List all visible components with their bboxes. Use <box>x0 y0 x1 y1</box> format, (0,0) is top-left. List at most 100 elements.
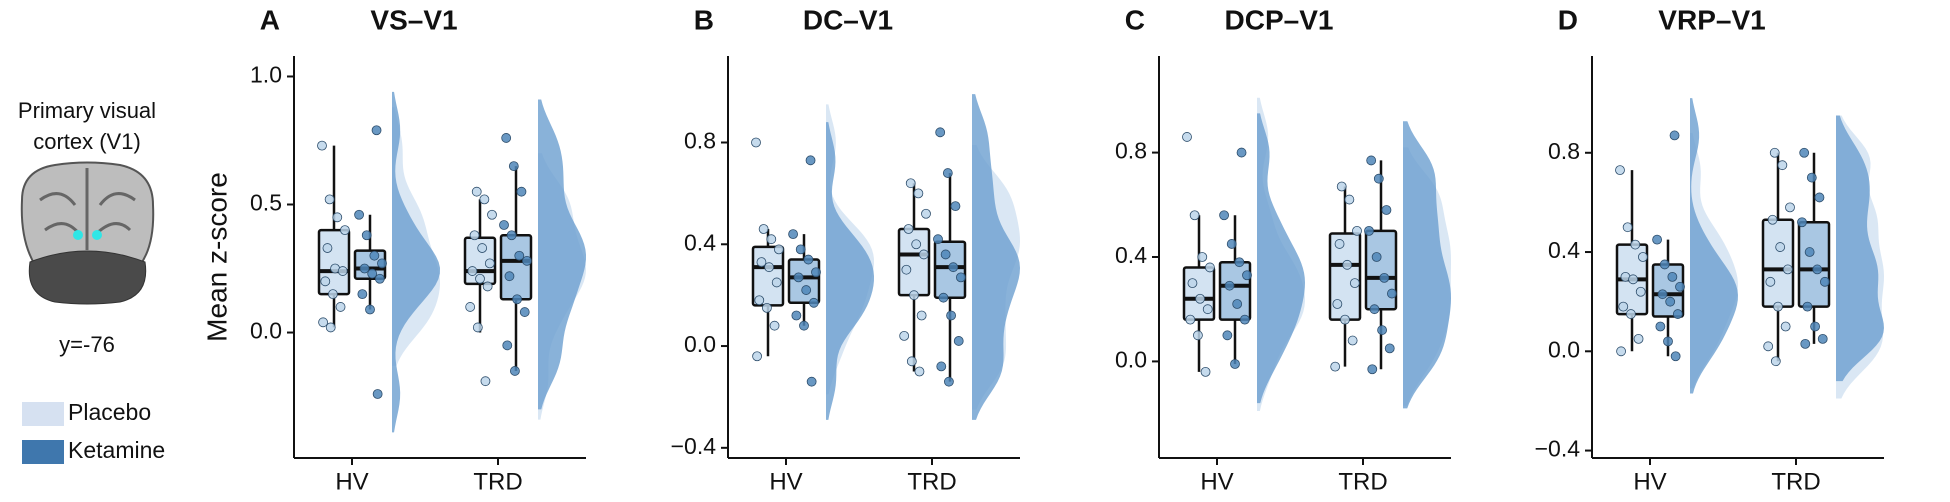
point <box>1344 194 1355 205</box>
point <box>1655 321 1666 332</box>
y-tick-label: 0.0 <box>1115 346 1147 372</box>
point <box>769 320 780 331</box>
point <box>1197 252 1208 262</box>
roi <box>92 230 102 240</box>
violin <box>538 99 586 410</box>
point <box>324 194 335 205</box>
point <box>469 230 480 241</box>
point <box>1336 181 1347 192</box>
point <box>1340 314 1350 325</box>
point <box>899 330 910 341</box>
point <box>916 310 927 321</box>
point <box>918 249 929 260</box>
point <box>1628 274 1638 285</box>
box <box>1797 221 1831 308</box>
y-tick-label: 0.8 <box>684 128 716 154</box>
point <box>467 266 478 276</box>
point <box>320 276 331 287</box>
point <box>1367 364 1378 375</box>
point <box>909 290 919 301</box>
point <box>1665 296 1676 307</box>
point <box>1675 281 1685 292</box>
point <box>322 243 333 253</box>
y-tick-label: 0.8 <box>1115 138 1147 164</box>
point <box>340 225 350 236</box>
box <box>787 258 821 305</box>
point <box>801 285 812 295</box>
x-tick-label: HV <box>1200 468 1233 495</box>
legend-label: Placebo <box>68 399 151 425</box>
point <box>359 263 370 274</box>
point <box>1767 214 1778 225</box>
point <box>1820 276 1830 287</box>
point <box>465 302 476 312</box>
x-tick-label: TRD <box>1338 468 1387 495</box>
point <box>1366 155 1377 166</box>
violin <box>1690 98 1738 394</box>
point <box>1352 225 1362 236</box>
point <box>950 201 961 212</box>
point <box>764 262 774 273</box>
y-tick-label: 0.0 <box>250 318 282 344</box>
point <box>901 264 912 275</box>
point <box>471 186 482 197</box>
point <box>510 366 520 376</box>
point <box>1659 259 1670 270</box>
point <box>1635 286 1646 297</box>
point <box>1777 160 1788 171</box>
legend-swatch <box>22 402 64 426</box>
y-tick-label: −0.4 <box>1535 436 1581 462</box>
point <box>1369 304 1380 315</box>
point <box>940 249 951 260</box>
point <box>1347 335 1358 346</box>
point <box>1334 239 1345 249</box>
point <box>1799 147 1810 158</box>
point <box>487 209 497 220</box>
point <box>1785 202 1795 213</box>
point <box>1219 210 1229 221</box>
x-tick-label: TRD <box>473 468 522 495</box>
point <box>1765 276 1776 287</box>
point <box>1669 130 1680 141</box>
point <box>1349 278 1360 289</box>
point <box>1384 343 1395 354</box>
point <box>946 310 956 321</box>
point <box>1377 325 1387 335</box>
x-tick-label: HV <box>1633 468 1666 495</box>
point <box>1615 165 1625 176</box>
point <box>905 178 916 189</box>
point <box>328 289 338 300</box>
y-tick-label: 0.4 <box>1548 237 1580 263</box>
point <box>1200 366 1211 377</box>
point <box>369 250 380 261</box>
point <box>1202 304 1213 315</box>
point <box>1239 314 1250 325</box>
point <box>367 268 378 279</box>
y-tick-label: 0.0 <box>684 331 716 357</box>
point <box>1187 278 1198 289</box>
point <box>751 137 761 148</box>
point <box>806 376 817 387</box>
point <box>506 230 517 241</box>
point <box>795 244 806 255</box>
point <box>1224 280 1235 291</box>
point <box>1780 321 1791 332</box>
point <box>811 267 821 278</box>
x-tick-label: TRD <box>907 468 956 495</box>
point <box>938 292 949 303</box>
point <box>522 255 532 266</box>
point <box>1185 314 1196 325</box>
point <box>1195 293 1205 304</box>
point <box>512 294 522 305</box>
point <box>1232 299 1243 309</box>
point <box>480 376 491 387</box>
point <box>914 366 925 377</box>
point <box>318 317 328 328</box>
point <box>933 234 943 245</box>
point <box>377 258 387 269</box>
sulci <box>39 168 136 250</box>
violin <box>1257 113 1305 404</box>
cerebellum <box>28 250 147 305</box>
point <box>774 244 784 255</box>
point <box>803 254 814 265</box>
